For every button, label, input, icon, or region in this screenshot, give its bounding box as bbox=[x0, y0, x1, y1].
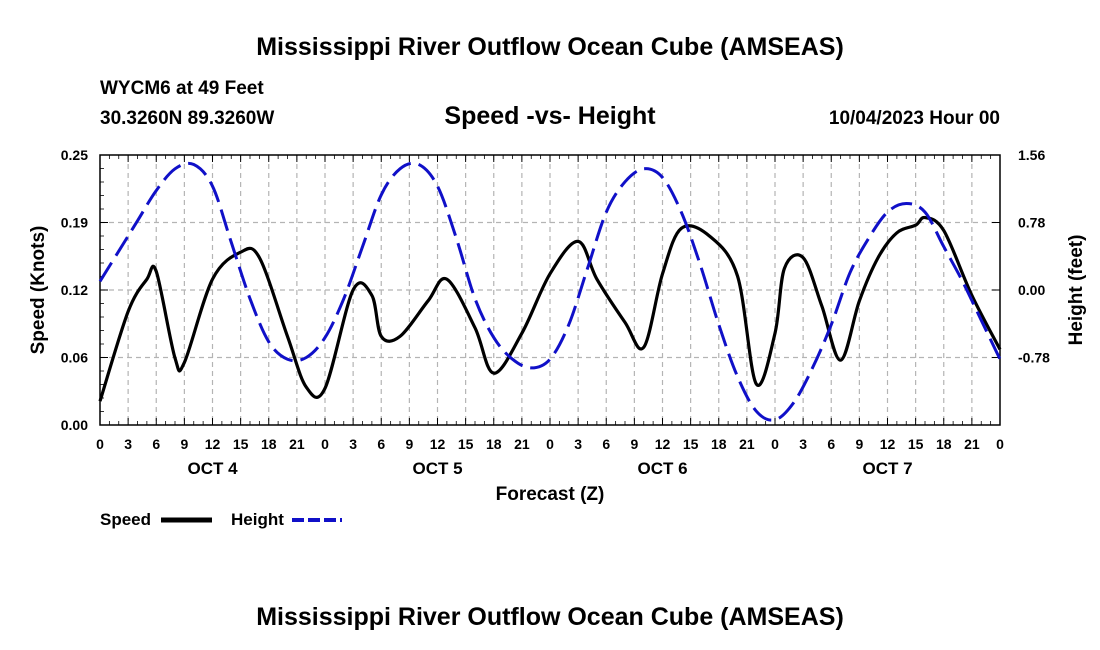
location-label: 30.3260N 89.3260W bbox=[100, 108, 274, 129]
day-label: OCT 5 bbox=[412, 459, 462, 478]
day-label: OCT 6 bbox=[637, 459, 687, 478]
x-tick-label: 18 bbox=[261, 436, 277, 452]
y-tick-label-right: 0.00 bbox=[1018, 282, 1045, 298]
x-tick-label: 15 bbox=[683, 436, 699, 452]
series-line-speed bbox=[98, 215, 1002, 402]
x-tick-label: 15 bbox=[233, 436, 249, 452]
x-tick-label: 15 bbox=[908, 436, 924, 452]
y-tick-label-left: 0.25 bbox=[61, 147, 88, 163]
chart-title: Mississippi River Outflow Ocean Cube (AM… bbox=[256, 33, 844, 61]
x-tick-label: 3 bbox=[574, 436, 582, 452]
x-tick-label: 0 bbox=[771, 436, 779, 452]
axes bbox=[99, 154, 1001, 426]
x-tick-label: 6 bbox=[827, 436, 835, 452]
datetime-label: 10/04/2023 Hour 00 bbox=[829, 108, 1000, 129]
legend-height-label: Height bbox=[231, 510, 284, 529]
legend: Speed Height bbox=[100, 510, 342, 529]
x-tick-label: 0 bbox=[96, 436, 104, 452]
day-label: OCT 7 bbox=[862, 459, 912, 478]
x-tick-label: 18 bbox=[486, 436, 502, 452]
x-tick-label: 9 bbox=[180, 436, 188, 452]
x-tick-label: 21 bbox=[514, 436, 530, 452]
x-tick-label: 9 bbox=[405, 436, 413, 452]
x-tick-label: 3 bbox=[799, 436, 807, 452]
x-axis-label: Forecast (Z) bbox=[496, 484, 605, 505]
x-tick-label: 6 bbox=[152, 436, 160, 452]
x-tick-label: 6 bbox=[602, 436, 610, 452]
y-axis-label-left: Speed (Knots) bbox=[28, 226, 49, 355]
x-tick-label: 12 bbox=[880, 436, 896, 452]
tick-labels: 0 3 6 9 12 15 18 21 0 3 6 9 12 15 18 21 0 3 6 9 12 15 18 21 0 3 6 9… bbox=[61, 147, 1050, 478]
station-label: WYCM6 at 49 Feet bbox=[100, 78, 264, 99]
x-tick-label: 0 bbox=[546, 436, 554, 452]
chart-subtitle: Speed -vs- Height bbox=[444, 102, 656, 130]
x-tick-label: 15 bbox=[458, 436, 474, 452]
x-tick-label: 18 bbox=[936, 436, 952, 452]
y-tick-label-left: 0.19 bbox=[61, 215, 88, 231]
x-tick-label: 12 bbox=[430, 436, 446, 452]
series-line-height bbox=[98, 161, 1002, 422]
series-layer bbox=[98, 161, 1002, 422]
y-tick-label-left: 0.06 bbox=[61, 350, 88, 366]
grid bbox=[100, 155, 1000, 425]
footer-title: Mississippi River Outflow Ocean Cube (AM… bbox=[256, 603, 844, 631]
x-tick-label: 6 bbox=[377, 436, 385, 452]
x-tick-label: 18 bbox=[711, 436, 727, 452]
x-tick-label: 9 bbox=[855, 436, 863, 452]
x-tick-label: 21 bbox=[289, 436, 305, 452]
x-tick-label: 12 bbox=[655, 436, 671, 452]
day-label: OCT 4 bbox=[187, 459, 238, 478]
x-tick-label: 0 bbox=[996, 436, 1004, 452]
y-axis-label-right: Height (feet) bbox=[1066, 235, 1087, 346]
y-tick-label-right: 0.78 bbox=[1018, 215, 1045, 231]
x-tick-label: 12 bbox=[205, 436, 221, 452]
y-tick-label-right: -0.78 bbox=[1018, 350, 1050, 366]
x-tick-label: 9 bbox=[630, 436, 638, 452]
x-tick-label: 21 bbox=[964, 436, 980, 452]
plot-frame bbox=[99, 154, 1001, 426]
x-tick-label: 0 bbox=[321, 436, 329, 452]
y-tick-label-left: 0.12 bbox=[61, 282, 88, 298]
legend-speed-label: Speed bbox=[100, 510, 151, 529]
y-tick-label-left: 0.00 bbox=[61, 417, 88, 433]
x-tick-label: 3 bbox=[349, 436, 357, 452]
y-tick-label-right: 1.56 bbox=[1018, 147, 1045, 163]
x-tick-label: 21 bbox=[739, 436, 755, 452]
x-tick-label: 3 bbox=[124, 436, 132, 452]
